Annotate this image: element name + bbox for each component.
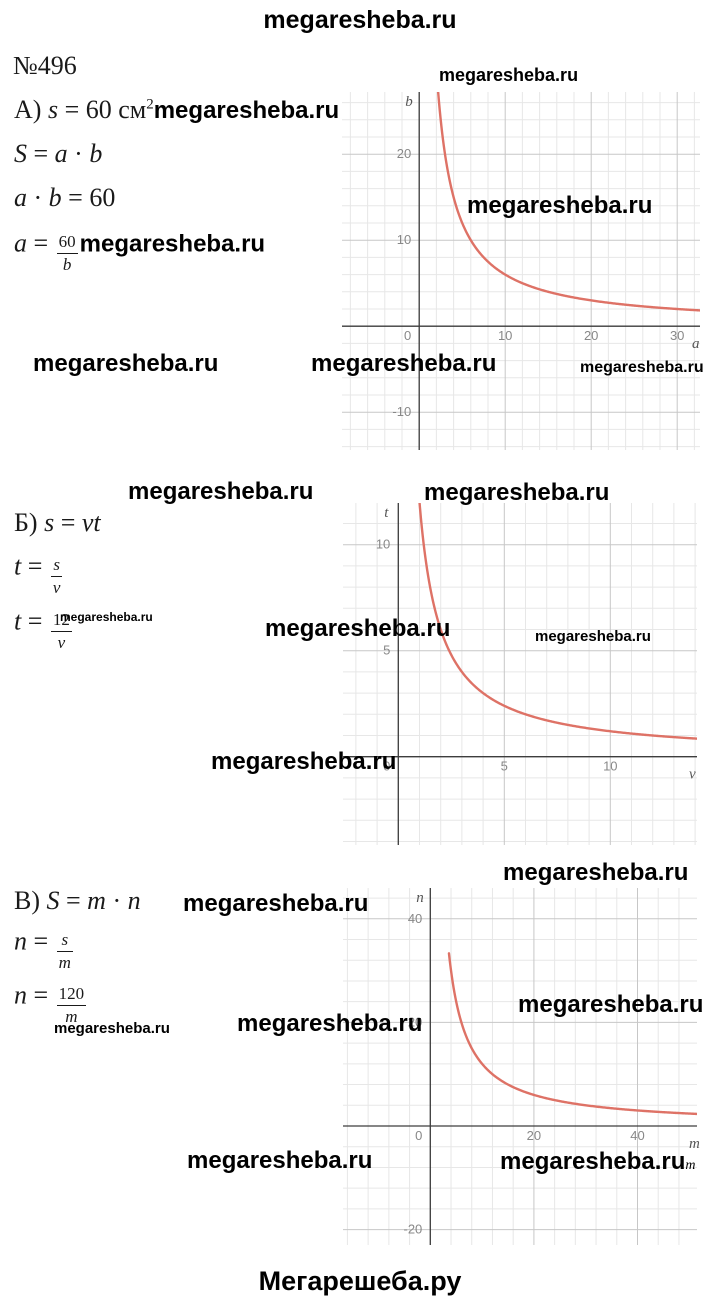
svg-text:10: 10 — [376, 537, 390, 552]
svg-text:t: t — [384, 505, 389, 521]
svg-text:-20: -20 — [404, 1222, 423, 1237]
svg-text:a: a — [692, 336, 700, 352]
svg-text:10: 10 — [397, 232, 411, 247]
svg-text:n: n — [416, 890, 424, 906]
svg-text:10: 10 — [498, 328, 512, 343]
svg-text:20: 20 — [584, 328, 598, 343]
svg-text:-10: -10 — [392, 404, 411, 419]
svg-text:5: 5 — [383, 643, 390, 658]
svg-text:40: 40 — [408, 911, 422, 926]
svg-text:40: 40 — [630, 1128, 644, 1143]
svg-text:20: 20 — [397, 146, 411, 161]
svg-text:20: 20 — [527, 1128, 541, 1143]
svg-text:v: v — [689, 767, 696, 783]
svg-text:10: 10 — [603, 759, 617, 774]
svg-text:30: 30 — [670, 328, 684, 343]
svg-text:5: 5 — [501, 759, 508, 774]
svg-text:b: b — [405, 94, 413, 110]
svg-text:0: 0 — [404, 328, 411, 343]
svg-text:0: 0 — [415, 1128, 422, 1143]
